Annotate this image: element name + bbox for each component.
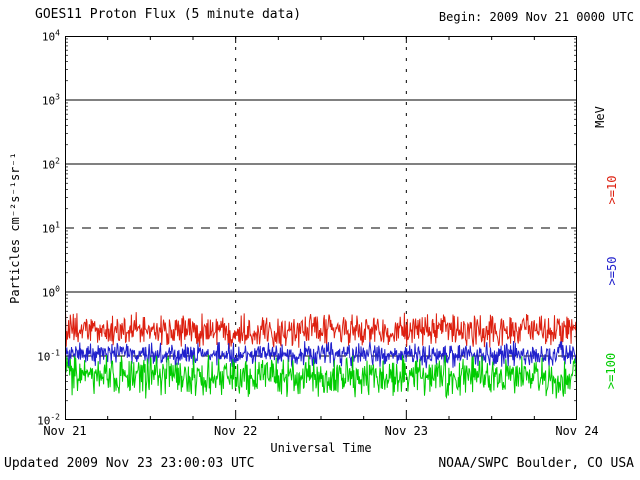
- source-attribution: NOAA/SWPC Boulder, CO USA: [438, 456, 634, 471]
- y-axis-tick-label: 10-1: [37, 348, 60, 364]
- y-axis-tick-label: 10-2: [37, 412, 60, 428]
- y-axis-tick-label: 104: [41, 28, 60, 44]
- plot-canvas: [64, 35, 578, 421]
- x-axis-tick-label: Nov 23: [384, 424, 428, 438]
- series-label-ge100: >=100: [604, 352, 618, 390]
- series-label-ge50: >=50: [605, 256, 619, 286]
- updated-timestamp: Updated 2009 Nov 23 23:00:03 UTC: [4, 456, 255, 471]
- x-axis-tick-label: Nov 22: [213, 424, 258, 438]
- series-label-ge10: >=10: [605, 175, 619, 205]
- y-axis-tick-label: 102: [41, 156, 60, 172]
- x-axis-label: Universal Time: [270, 441, 372, 455]
- y-axis-tick-label: 100: [41, 284, 60, 300]
- y-axis-tick-label: 103: [41, 92, 60, 108]
- begin-timestamp: Begin: 2009 Nov 21 0000 UTC: [438, 10, 634, 24]
- y-axis-tick-label: 101: [41, 220, 60, 236]
- right-axis-unit-label: MeV: [593, 106, 607, 128]
- x-axis-tick-label: Nov 21: [43, 424, 87, 438]
- chart-title: GOES11 Proton Flux (5 minute data): [35, 7, 302, 22]
- x-axis-tick-label: Nov 24: [555, 424, 599, 438]
- plot-area: [64, 35, 578, 421]
